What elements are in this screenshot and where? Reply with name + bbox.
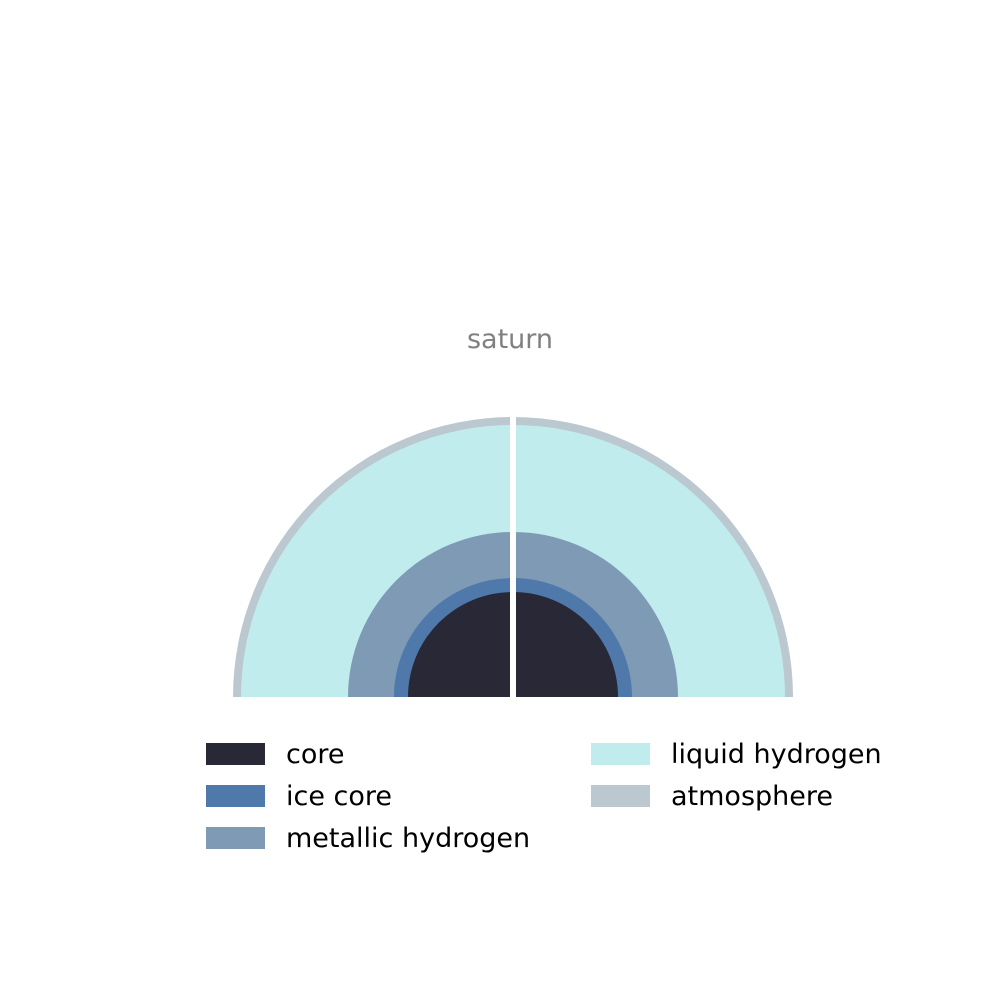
legend-label: liquid hydrogen [671, 738, 882, 770]
legend-label: core [286, 738, 345, 770]
legend-label: ice core [286, 780, 393, 812]
legend-item-ice-core: ice core [206, 780, 393, 812]
legend-label: metallic hydrogen [286, 822, 531, 854]
diagram-title: saturn [466, 324, 554, 355]
legend-item-liquid-hydrogen: liquid hydrogen [591, 738, 882, 770]
legend-swatch-metallic-hydrogen [206, 827, 265, 849]
legend-label: atmosphere [671, 780, 833, 812]
legend-item-atmosphere: atmosphere [591, 780, 833, 812]
legend-swatch-atmosphere [591, 785, 650, 807]
legend-swatch-ice-core [206, 785, 265, 807]
legend-item-core: core [206, 738, 345, 770]
legend-swatch-liquid-hydrogen [591, 743, 650, 765]
center-divider [510, 414, 516, 700]
legend-swatch-core [206, 743, 265, 765]
legend-item-metallic-hydrogen: metallic hydrogen [206, 822, 531, 854]
